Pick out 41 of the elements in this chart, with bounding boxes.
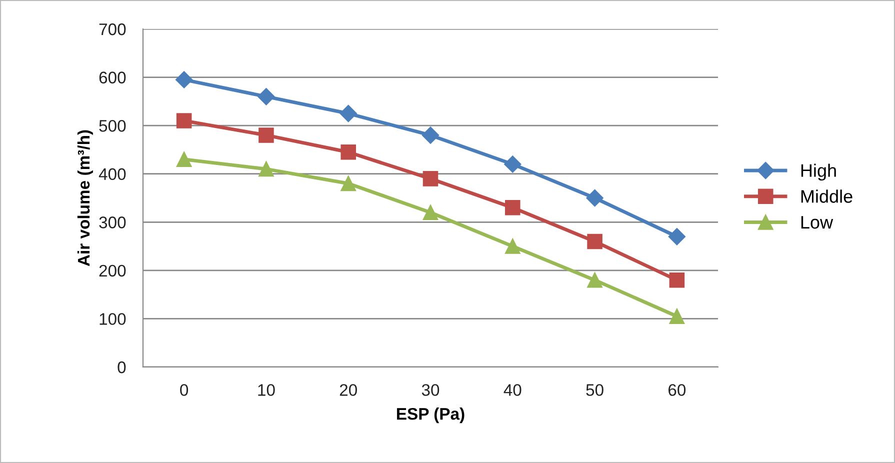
point [668, 228, 686, 246]
point [340, 104, 357, 122]
point [258, 88, 275, 106]
x-tick-label: 30 [422, 384, 440, 396]
point [176, 71, 193, 88]
point [669, 272, 685, 288]
point [422, 171, 438, 186]
legend-label: High [801, 164, 836, 181]
point [422, 204, 438, 220]
y-tick-label: 200 [99, 264, 126, 277]
point [587, 234, 602, 250]
point [176, 152, 192, 168]
y-tick-label: 0 [118, 361, 126, 374]
point [422, 126, 440, 144]
y-axis-title: Air volume (m³/h) [77, 130, 93, 266]
point [505, 238, 520, 254]
x-tick-label: 60 [668, 384, 686, 396]
legend-label: Low [801, 216, 834, 229]
x-tick-label: 10 [258, 384, 275, 396]
x-tick-label: 20 [340, 384, 357, 396]
legend-label: Middle [801, 190, 852, 203]
point [586, 189, 604, 207]
x-tick-label: 40 [504, 384, 522, 396]
y-tick-label: 500 [99, 120, 126, 132]
y-tick-label: 400 [98, 168, 126, 180]
point [258, 161, 274, 177]
y-tick-label: 600 [99, 72, 126, 84]
y-tick-label: 700 [99, 23, 126, 36]
point [340, 144, 356, 160]
point [669, 308, 685, 324]
point [176, 113, 192, 128]
point [340, 176, 356, 192]
point [587, 272, 602, 288]
x-tick-label: 0 [180, 384, 188, 396]
point [258, 128, 274, 143]
point [505, 200, 520, 216]
y-tick-label: 300 [99, 216, 126, 228]
x-tick-label: 50 [586, 384, 604, 396]
y-tick-label: 100 [100, 313, 126, 325]
point [504, 156, 522, 173]
x-axis-title: ESP (Pa) [397, 408, 464, 424]
